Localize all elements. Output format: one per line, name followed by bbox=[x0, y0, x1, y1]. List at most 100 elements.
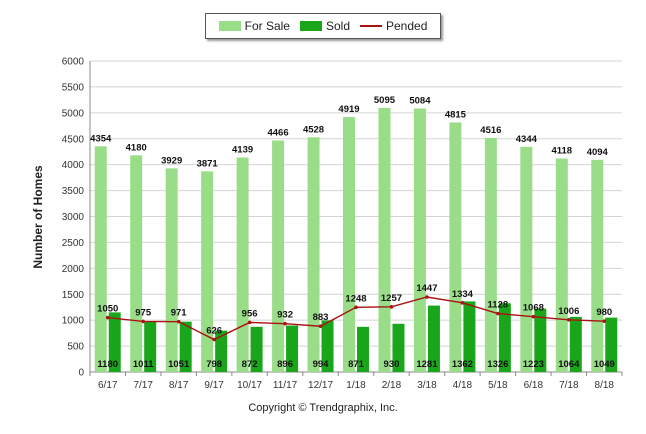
bar-for-sale bbox=[413, 108, 426, 372]
bar-for-sale bbox=[343, 117, 355, 372]
data-label-sold: 1051 bbox=[168, 359, 190, 370]
x-tick-label: 3/18 bbox=[417, 380, 437, 391]
x-tick-label: 8/18 bbox=[595, 380, 615, 391]
data-label-for-sale: 4354 bbox=[90, 133, 112, 144]
data-label-sold: 994 bbox=[313, 359, 330, 370]
y-tick-label: 500 bbox=[67, 342, 84, 353]
bar-sold bbox=[569, 316, 582, 372]
bar-sold bbox=[179, 321, 192, 372]
data-label-pended: 932 bbox=[277, 310, 293, 321]
bar-for-sale bbox=[165, 168, 178, 372]
y-tick-label: 3000 bbox=[62, 212, 85, 223]
data-label-for-sale: 5095 bbox=[374, 95, 396, 106]
point-pended bbox=[460, 301, 465, 305]
legend-label-for-sale: For Sale bbox=[244, 19, 290, 33]
bar-sold bbox=[605, 317, 618, 372]
data-label-pended: 1257 bbox=[381, 293, 402, 304]
bar-sold bbox=[215, 330, 228, 372]
point-pended bbox=[531, 314, 536, 319]
data-label-sold: 1362 bbox=[452, 359, 473, 370]
data-label-pended: 971 bbox=[171, 308, 188, 319]
legend-swatch-for-sale bbox=[218, 21, 241, 31]
point-pended bbox=[247, 320, 252, 325]
data-label-pended: 956 bbox=[242, 308, 258, 319]
data-label-pended: 975 bbox=[135, 307, 152, 318]
data-label-sold: 798 bbox=[206, 359, 222, 370]
bar-for-sale bbox=[307, 137, 320, 372]
data-label-for-sale: 4094 bbox=[587, 147, 609, 158]
bar-for-sale bbox=[94, 146, 107, 372]
y-tick-label: 1500 bbox=[62, 290, 85, 301]
point-pended bbox=[318, 324, 323, 329]
data-label-pended: 1006 bbox=[558, 306, 579, 317]
legend-label-sold: Sold bbox=[325, 19, 350, 33]
data-label-sold: 1049 bbox=[594, 359, 615, 370]
data-label-for-sale: 4180 bbox=[126, 142, 147, 153]
x-tick-label: 2/18 bbox=[382, 380, 402, 391]
data-label-pended: 883 bbox=[313, 312, 329, 323]
data-label-sold: 1223 bbox=[523, 359, 544, 370]
data-label-pended: 1334 bbox=[452, 289, 474, 300]
data-label-pended: 1248 bbox=[345, 293, 366, 304]
y-tick-label: 5000 bbox=[62, 108, 85, 119]
bar-sold bbox=[286, 325, 299, 372]
data-label-sold: 1180 bbox=[97, 359, 118, 370]
data-label-pended: 980 bbox=[596, 307, 612, 318]
data-label-for-sale: 4528 bbox=[303, 124, 324, 135]
data-label-sold: 896 bbox=[277, 359, 293, 370]
data-label-sold: 872 bbox=[242, 359, 258, 370]
y-tick-label: 3500 bbox=[62, 186, 85, 197]
legend-swatch-pended bbox=[360, 25, 382, 27]
legend-item-for-sale: For Sale bbox=[218, 19, 290, 33]
x-tick-label: 4/18 bbox=[453, 380, 473, 391]
bar-for-sale bbox=[272, 140, 285, 372]
bar-sold bbox=[392, 323, 405, 372]
bar-sold bbox=[534, 308, 547, 372]
data-label-pended: 1068 bbox=[523, 303, 544, 314]
x-tick-label: 5/18 bbox=[488, 380, 508, 391]
y-tick-label: 1000 bbox=[62, 316, 85, 327]
legend-label-pended: Pended bbox=[386, 19, 428, 33]
bar-sold bbox=[463, 301, 476, 372]
y-tick-label: 0 bbox=[78, 368, 84, 379]
bar-for-sale bbox=[520, 146, 533, 372]
data-label-pended: 1128 bbox=[488, 300, 509, 311]
data-label-for-sale: 5084 bbox=[409, 95, 431, 106]
bar-for-sale bbox=[378, 107, 391, 372]
data-label-pended: 626 bbox=[206, 326, 222, 337]
data-label-sold: 1281 bbox=[416, 359, 438, 370]
data-label-sold: 1064 bbox=[558, 359, 580, 370]
legend-item-pended: Pended bbox=[360, 19, 427, 33]
data-label-sold: 871 bbox=[348, 359, 365, 370]
bar-for-sale bbox=[484, 137, 497, 372]
data-label-for-sale: 4139 bbox=[232, 144, 253, 155]
point-pended bbox=[425, 295, 429, 299]
bar-for-sale bbox=[591, 159, 604, 372]
x-tick-label: 11/17 bbox=[273, 380, 298, 391]
x-tick-label: 10/17 bbox=[237, 380, 262, 391]
x-tick-label: 6/17 bbox=[98, 380, 118, 391]
point-pended bbox=[105, 315, 110, 320]
data-label-for-sale: 3871 bbox=[197, 158, 219, 169]
data-label-pended: 1050 bbox=[97, 304, 118, 315]
copyright-text: Copyright © Trendgraphix, Inc. bbox=[248, 402, 398, 414]
data-label-sold: 930 bbox=[384, 359, 400, 370]
point-pended bbox=[283, 321, 287, 326]
bar-for-sale bbox=[236, 157, 249, 372]
y-tick-label: 4000 bbox=[62, 160, 85, 171]
point-pended bbox=[354, 305, 358, 310]
data-label-for-sale: 4815 bbox=[445, 109, 467, 120]
point-pended bbox=[567, 318, 571, 322]
data-label-sold: 1326 bbox=[487, 359, 508, 370]
y-tick-label: 2000 bbox=[62, 264, 85, 275]
point-pended bbox=[389, 305, 394, 309]
y-tick-label: 6000 bbox=[62, 57, 85, 68]
bar-for-sale bbox=[130, 155, 143, 372]
point-pended bbox=[496, 311, 500, 316]
x-tick-label: 6/18 bbox=[524, 380, 544, 391]
bar-sold bbox=[498, 303, 511, 372]
bar-for-sale bbox=[449, 122, 462, 372]
bar-sold bbox=[427, 305, 440, 372]
point-pended bbox=[141, 319, 145, 324]
